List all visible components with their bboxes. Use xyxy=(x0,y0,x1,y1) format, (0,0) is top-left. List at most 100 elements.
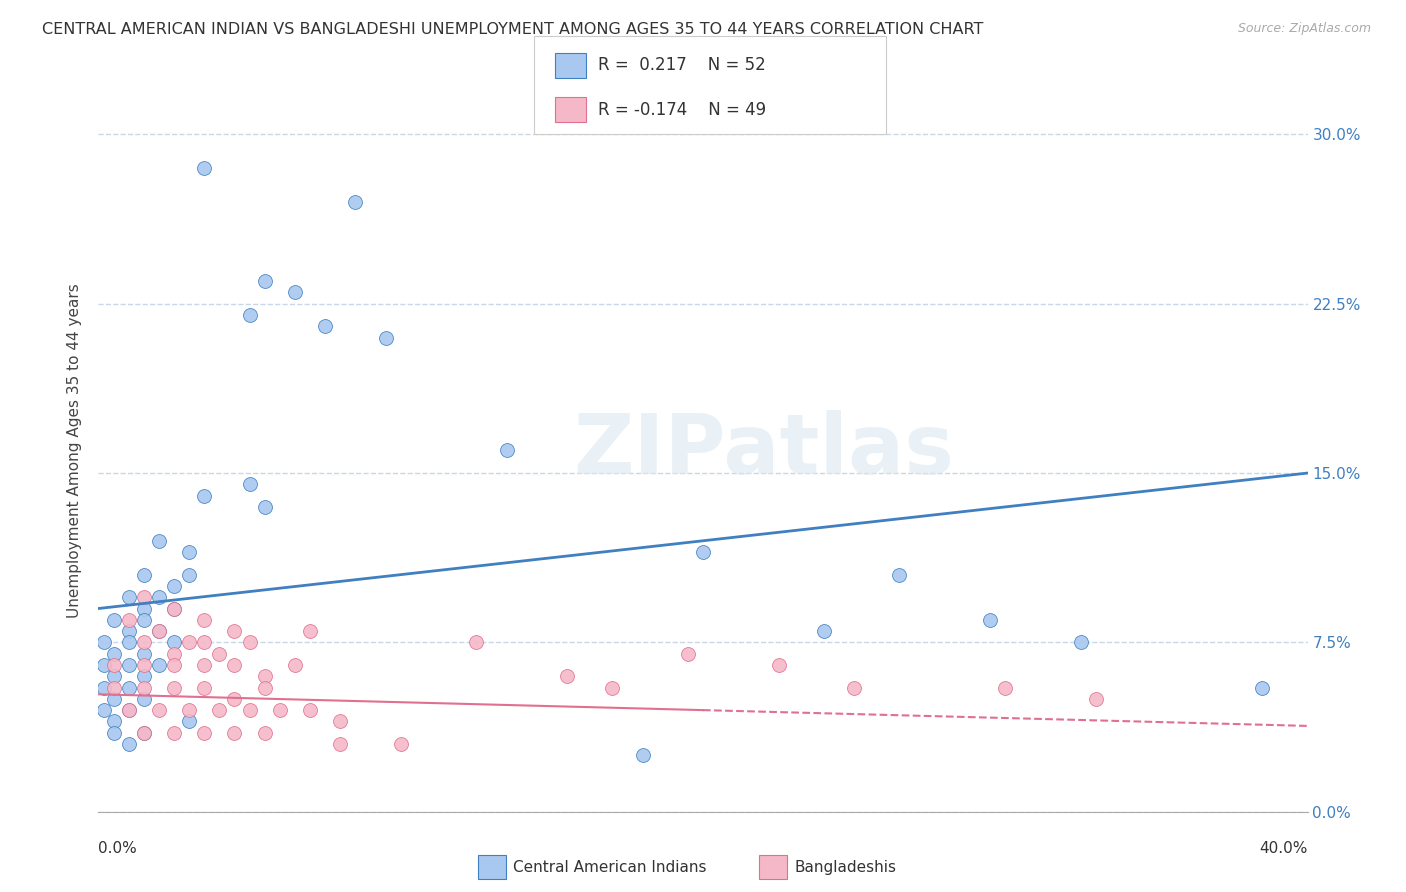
Point xyxy=(148,533,170,548)
Point xyxy=(344,195,367,210)
Point xyxy=(148,624,170,639)
Point xyxy=(1251,681,1274,695)
Point xyxy=(844,681,866,695)
Text: R =  0.217    N = 52: R = 0.217 N = 52 xyxy=(598,56,765,74)
Point xyxy=(103,613,125,627)
Point xyxy=(163,601,186,615)
Point xyxy=(103,725,125,739)
Point xyxy=(374,330,396,344)
Point xyxy=(253,681,276,695)
Point xyxy=(132,725,155,739)
Point xyxy=(93,635,115,649)
Point xyxy=(148,624,170,639)
Point xyxy=(132,601,155,615)
Text: Source: ZipAtlas.com: Source: ZipAtlas.com xyxy=(1237,22,1371,36)
Point xyxy=(163,579,186,593)
Point xyxy=(118,681,141,695)
Point xyxy=(148,703,170,717)
Text: CENTRAL AMERICAN INDIAN VS BANGLADESHI UNEMPLOYMENT AMONG AGES 35 TO 44 YEARS CO: CENTRAL AMERICAN INDIAN VS BANGLADESHI U… xyxy=(42,22,984,37)
Point xyxy=(253,669,276,683)
Point xyxy=(224,657,246,672)
Point xyxy=(239,703,262,717)
Point xyxy=(148,657,170,672)
Y-axis label: Unemployment Among Ages 35 to 44 years: Unemployment Among Ages 35 to 44 years xyxy=(67,283,83,618)
Point xyxy=(224,624,246,639)
Point xyxy=(239,308,262,322)
Point xyxy=(979,613,1001,627)
Point xyxy=(495,443,517,458)
Point xyxy=(132,591,155,605)
Text: R = -0.174    N = 49: R = -0.174 N = 49 xyxy=(598,101,766,119)
Point xyxy=(103,681,125,695)
Point xyxy=(179,567,201,582)
Point xyxy=(284,285,307,300)
Point xyxy=(193,657,215,672)
Point xyxy=(179,635,201,649)
Point xyxy=(163,635,186,649)
Point xyxy=(329,714,352,729)
Point xyxy=(239,635,262,649)
Text: Bangladeshis: Bangladeshis xyxy=(794,860,897,874)
Point xyxy=(93,703,115,717)
Point xyxy=(103,669,125,683)
Point xyxy=(224,725,246,739)
Text: 0.0%: 0.0% xyxy=(98,840,138,855)
Point xyxy=(193,725,215,739)
Point xyxy=(631,748,654,763)
Point xyxy=(555,669,578,683)
Point xyxy=(465,635,488,649)
Point xyxy=(994,681,1017,695)
Point xyxy=(132,681,155,695)
Point xyxy=(163,601,186,615)
Point xyxy=(148,591,170,605)
Point xyxy=(193,681,215,695)
Point xyxy=(208,703,231,717)
Point xyxy=(132,669,155,683)
Point xyxy=(284,657,307,672)
Point xyxy=(132,613,155,627)
Point xyxy=(208,647,231,661)
Point xyxy=(163,725,186,739)
Point xyxy=(103,657,125,672)
Point xyxy=(179,703,201,717)
Point xyxy=(253,500,276,514)
Point xyxy=(813,624,835,639)
Point xyxy=(299,624,322,639)
Point xyxy=(179,714,201,729)
Point xyxy=(132,691,155,706)
Point xyxy=(103,714,125,729)
Point xyxy=(768,657,790,672)
Point xyxy=(193,635,215,649)
Point xyxy=(163,657,186,672)
Point xyxy=(132,567,155,582)
Point xyxy=(118,624,141,639)
Point xyxy=(1085,691,1108,706)
Text: Central American Indians: Central American Indians xyxy=(513,860,707,874)
Point xyxy=(676,647,699,661)
Point xyxy=(118,613,141,627)
Point xyxy=(93,657,115,672)
Point xyxy=(93,681,115,695)
Point xyxy=(253,725,276,739)
Point xyxy=(103,691,125,706)
Point xyxy=(103,647,125,661)
Point xyxy=(239,477,262,491)
Point xyxy=(692,545,714,559)
Point xyxy=(314,319,336,334)
Point xyxy=(179,545,201,559)
Point xyxy=(163,647,186,661)
Point xyxy=(193,613,215,627)
Point xyxy=(1070,635,1092,649)
Point xyxy=(193,161,215,176)
Point xyxy=(253,274,276,288)
Point xyxy=(269,703,291,717)
Point xyxy=(118,703,141,717)
Point xyxy=(602,681,624,695)
Point xyxy=(118,737,141,751)
Point xyxy=(389,737,412,751)
Point xyxy=(224,691,246,706)
Point xyxy=(329,737,352,751)
Point xyxy=(132,635,155,649)
Point xyxy=(193,489,215,503)
Point xyxy=(118,657,141,672)
